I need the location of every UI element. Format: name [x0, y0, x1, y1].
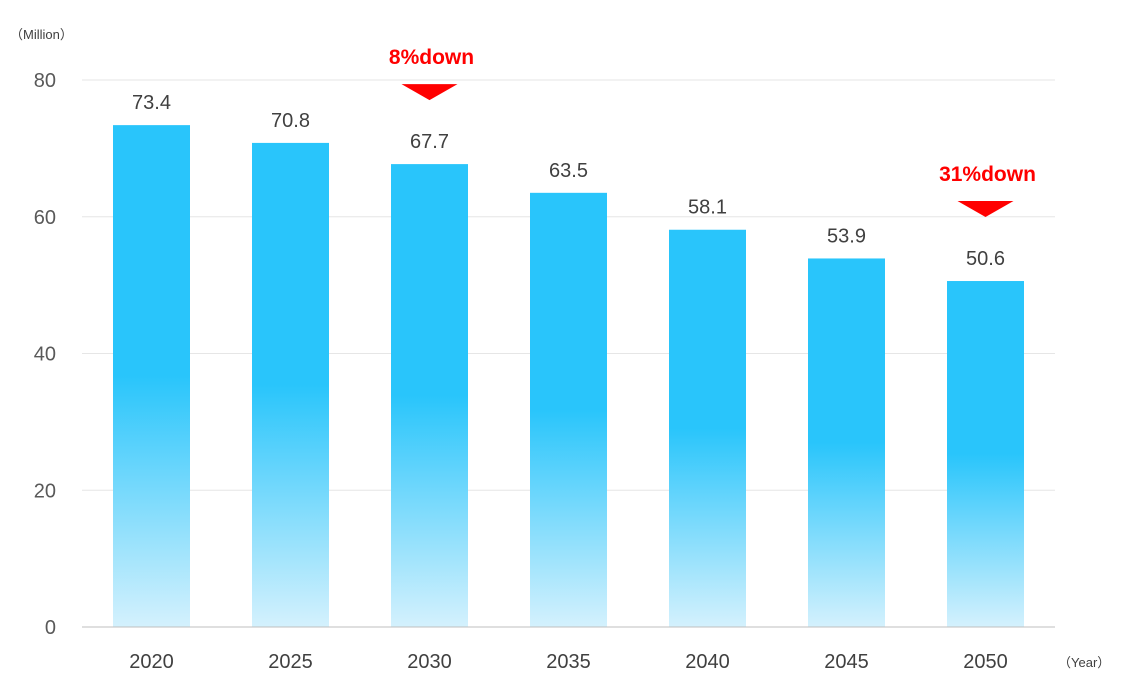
data-label-2045: 53.9	[827, 225, 866, 247]
y-tick-label: 60	[34, 207, 56, 229]
y-tick-label: 0	[45, 617, 56, 639]
y-tick-label: 20	[34, 480, 56, 502]
bar-2030	[391, 164, 468, 627]
x-tick-label-2025: 2025	[268, 651, 313, 673]
bar-2025	[252, 142, 329, 627]
x-tick-label-2030: 2030	[407, 651, 452, 673]
y-tick-label: 40	[34, 344, 56, 366]
y-axis-ticks: 0 20 40 60 80	[34, 70, 56, 639]
bar-2035	[530, 192, 607, 627]
down-arrow-icon	[957, 201, 1014, 218]
bar-2020	[113, 125, 190, 627]
bar-2040	[669, 229, 746, 627]
data-label-2030: 67.7	[410, 131, 449, 153]
data-label-2050: 50.6	[966, 248, 1005, 270]
data-label-2035: 63.5	[549, 160, 588, 182]
annotations: 8%down 31%down	[389, 46, 1036, 218]
y-axis-unit-label: （Million）	[10, 27, 73, 42]
down-arrow-icon	[401, 84, 458, 101]
y-tick-label: 80	[34, 70, 56, 92]
x-tick-label-2020: 2020	[129, 651, 174, 673]
x-tick-label-2035: 2035	[546, 651, 591, 673]
annotation-label-2030: 8%down	[389, 46, 474, 69]
data-labels: 73.4 70.8 67.7 63.5 58.1 53.9 50.6	[132, 92, 1005, 270]
x-tick-label-2050: 2050	[963, 651, 1008, 673]
data-label-2020: 73.4	[132, 92, 171, 114]
data-label-2025: 70.8	[271, 110, 310, 132]
x-tick-label-2040: 2040	[685, 651, 730, 673]
bars	[113, 125, 1024, 627]
data-label-2040: 58.1	[688, 197, 727, 219]
annotation-label-2050: 31%down	[939, 163, 1036, 186]
x-axis-ticks: 2020 2025 2030 2035 2040 2045 2050	[129, 651, 1008, 673]
x-axis-unit-label: （Year）	[1058, 655, 1110, 670]
x-tick-label-2045: 2045	[824, 651, 869, 673]
bar-2045	[808, 258, 885, 627]
bar-2050	[947, 281, 1024, 627]
